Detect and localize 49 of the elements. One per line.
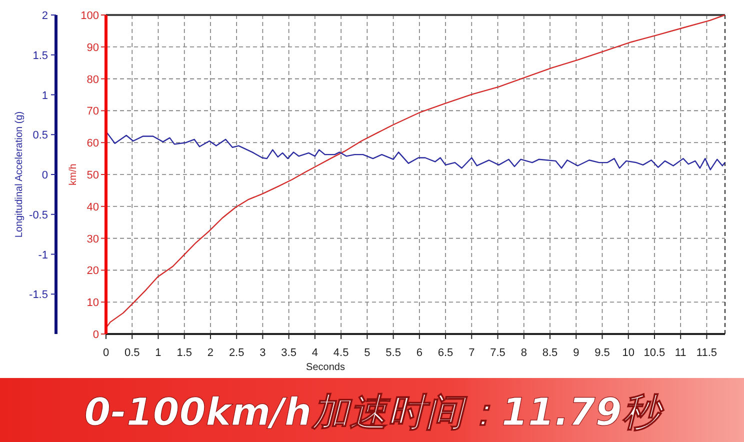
x-tick-label: 3.5 — [281, 347, 296, 359]
y-tick-label: 90 — [86, 42, 99, 54]
y2-tick-label: 0 — [42, 170, 48, 182]
x-tick-label: 6 — [416, 347, 422, 359]
y-tick-label: 40 — [86, 201, 99, 214]
x-tick-label: 11.5 — [696, 347, 718, 359]
x-tick-label: 1.5 — [176, 347, 192, 359]
x-tick-label: 5.5 — [386, 347, 401, 359]
x-tick-label: 9 — [573, 347, 580, 359]
x-tick-label: 8 — [520, 347, 527, 359]
y-tick-label: 100 — [80, 10, 99, 22]
y-tick-label: 10 — [86, 297, 99, 310]
y-tick-label: 80 — [86, 74, 99, 86]
x-tick-label: 7.5 — [490, 347, 506, 359]
y2-tick-label: -1 — [38, 249, 48, 262]
line-series — [105, 14, 726, 329]
x-tick-label: 4.5 — [333, 347, 349, 359]
line-series — [105, 130, 726, 170]
y2-axis-title: Longitudinal Acceleration (g) — [14, 111, 25, 238]
y2-tick-label: -0.5 — [29, 209, 48, 222]
y2-tick-label: -1.5 — [29, 289, 48, 302]
y-tick-label: 70 — [86, 106, 99, 118]
x-tick-label: 1 — [155, 347, 162, 359]
text: 0-100km/h加速时间：11.79秒 — [84, 390, 665, 434]
x-tick-label: 6.5 — [438, 347, 454, 359]
y-tick-label: 0 — [92, 329, 99, 341]
y-tick-label: 60 — [86, 138, 99, 150]
x-tick-label: 8.5 — [542, 347, 558, 359]
x-tick-label: 2.5 — [228, 347, 244, 359]
y-tick-label: 20 — [86, 265, 99, 278]
y-tick-label: 50 — [86, 170, 99, 182]
x-tick-label: 7 — [468, 347, 475, 359]
y2-tick-label: 0.5 — [32, 130, 48, 142]
y-tick-label: 30 — [86, 233, 99, 246]
x-tick-label: 0 — [102, 347, 110, 359]
x-tick-label: 4 — [312, 347, 318, 359]
y-axis-title: km/h — [68, 164, 79, 186]
x-tick-label: 9.5 — [594, 347, 610, 359]
x-tick-label: 2 — [207, 347, 214, 359]
x-tick-label: 10 — [622, 347, 634, 359]
x-tick-label: 5 — [364, 347, 370, 359]
y2-tick-label: 1.5 — [32, 50, 48, 62]
y2-tick-label: 1 — [42, 90, 48, 102]
x-tick-label: 3 — [260, 347, 266, 359]
x-tick-label: 0.5 — [124, 347, 140, 359]
x-axis-title: Seconds — [306, 362, 345, 373]
x-tick-label: 11 — [674, 347, 686, 359]
y2-tick-label: 2 — [42, 10, 48, 22]
x-tick-label: 10.5 — [644, 347, 666, 359]
